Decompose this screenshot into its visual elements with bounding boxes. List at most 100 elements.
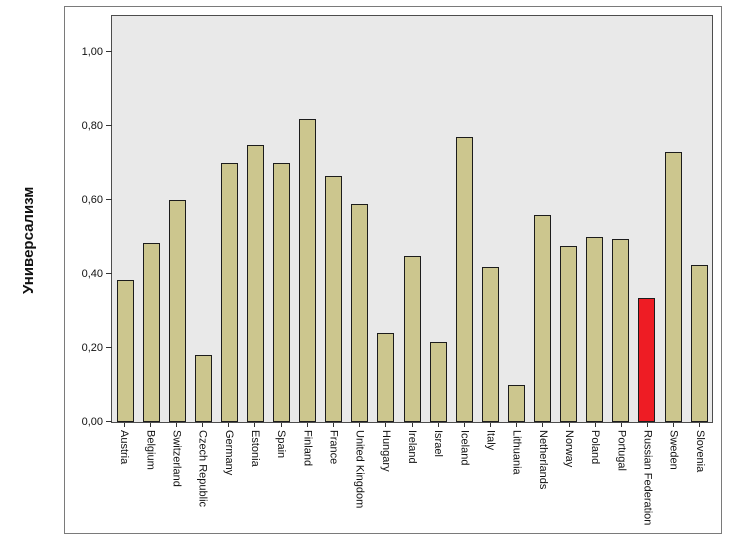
- bar-slot: [556, 16, 582, 422]
- bar-slot: [216, 16, 242, 422]
- y-tick-label: 0,40: [81, 268, 103, 280]
- x-tick-label-iceland: Iceland: [458, 430, 471, 466]
- bar-united-kingdom: [351, 203, 369, 422]
- bar-slot: [425, 16, 451, 422]
- x-tick-label-russian-federation: Russian Federation: [641, 430, 654, 526]
- bars-container: [112, 16, 712, 422]
- y-axis-title: Универсализм: [20, 186, 37, 294]
- x-axis-labels: Austria Belgium Switzerland Czech Republic G…: [111, 423, 713, 533]
- bar-slot: [190, 16, 216, 422]
- bar-france: [325, 175, 343, 422]
- x-tick-label-poland: Poland: [589, 430, 602, 465]
- bar-czech-republic: [194, 355, 212, 422]
- x-tick-mark: [647, 423, 649, 427]
- x-tick-label-switzerland: Switzerland: [170, 430, 183, 487]
- x-tick-label-portugal: Portugal: [615, 430, 628, 471]
- x-tick-label-germany: Germany: [222, 430, 235, 476]
- x-tick-mark: [490, 423, 492, 427]
- x-tick-label-austria: Austria: [118, 430, 131, 465]
- x-tick-mark: [516, 423, 518, 427]
- y-tick-label: 1,00: [81, 46, 103, 58]
- x-tick-mark: [123, 423, 125, 427]
- x-tick-mark: [542, 423, 544, 427]
- bar-lithuania: [507, 385, 525, 422]
- bar-slot: [686, 16, 712, 422]
- x-tick-label-spain: Spain: [275, 430, 288, 459]
- bar-israel: [429, 342, 447, 422]
- x-tick-mark: [175, 423, 177, 427]
- x-tick-mark: [620, 423, 622, 427]
- x-tick-label-norway: Norway: [563, 430, 576, 468]
- bar-slot: [582, 16, 608, 422]
- y-tick-mark: [106, 273, 112, 274]
- bar-austria: [116, 279, 134, 422]
- bar-hungary: [377, 333, 395, 422]
- bar-slot: [503, 16, 529, 422]
- bar-slot: [608, 16, 634, 422]
- bar-slot: [295, 16, 321, 422]
- y-tick-label: 0,60: [81, 194, 103, 206]
- x-tick-label-finland: Finland: [301, 430, 314, 467]
- bar-slot: [477, 16, 503, 422]
- x-tick-mark: [673, 423, 675, 427]
- y-tick-label: 0,00: [81, 416, 103, 428]
- y-tick-label: 0,20: [81, 342, 103, 354]
- x-tick-mark: [332, 423, 334, 427]
- bar-iceland: [455, 137, 473, 422]
- bar-italy: [481, 266, 499, 422]
- x-tick-label-ireland: Ireland: [406, 430, 418, 464]
- x-tick-label-lithuania: Lithuania: [510, 430, 523, 475]
- bar-estonia: [247, 144, 265, 422]
- bar-slot: [634, 16, 660, 422]
- bar-netherlands: [534, 214, 552, 422]
- bar-finland: [299, 118, 317, 422]
- x-tick-mark: [202, 423, 204, 427]
- bar-norway: [560, 246, 578, 422]
- x-tick-mark: [385, 423, 387, 427]
- x-tick-label-hungary: Hungary: [379, 430, 392, 472]
- bar-germany: [220, 163, 238, 422]
- bar-slot: [269, 16, 295, 422]
- bar-ireland: [403, 255, 421, 422]
- x-tick-label-slovenia: Slovenia: [693, 430, 706, 473]
- bar-slot: [373, 16, 399, 422]
- bar-russian-federation: [638, 298, 656, 422]
- bar-portugal: [612, 238, 630, 422]
- x-tick-label-france: France: [327, 430, 340, 465]
- bar-slot: [399, 16, 425, 422]
- x-tick-label-belgium: Belgium: [144, 430, 157, 470]
- x-tick-label-netherlands: Netherlands: [536, 430, 549, 490]
- x-tick-label-estonia: Estonia: [248, 430, 261, 467]
- x-tick-mark: [594, 423, 596, 427]
- x-tick-mark: [463, 423, 465, 427]
- bar-slot: [660, 16, 686, 422]
- x-tick-label-czech-republic: Czech Republic: [196, 430, 209, 508]
- y-tick-mark: [106, 125, 112, 126]
- x-tick-mark: [437, 423, 439, 427]
- y-tick-label: 0,80: [81, 120, 103, 132]
- x-tick-mark: [228, 423, 230, 427]
- x-tick-label-sweden: Sweden: [667, 430, 680, 470]
- y-tick-mark: [106, 421, 112, 422]
- x-tick-mark: [699, 423, 701, 427]
- x-tick-mark: [411, 423, 413, 427]
- x-tick-mark: [306, 423, 308, 427]
- x-tick-mark: [568, 423, 570, 427]
- x-tick-mark: [280, 423, 282, 427]
- x-tick-label-italy: Italy: [484, 430, 497, 451]
- bar-slot: [112, 16, 138, 422]
- bar-slot: [347, 16, 373, 422]
- y-tick-mark: [106, 199, 112, 200]
- plot-area: 0,00 0,20 0,40 0,60 0,80 1,00: [82, 15, 713, 428]
- x-tick-mark: [359, 423, 361, 427]
- bar-poland: [586, 237, 604, 422]
- y-tick-mark: [106, 347, 112, 348]
- bar-slot: [530, 16, 556, 422]
- bar-slot: [164, 16, 190, 422]
- y-tick-mark: [106, 51, 112, 52]
- bar-slovenia: [690, 264, 708, 422]
- bar-spain: [273, 163, 291, 422]
- bar-slot: [321, 16, 347, 422]
- x-tick-label-israel: Israel: [432, 430, 445, 457]
